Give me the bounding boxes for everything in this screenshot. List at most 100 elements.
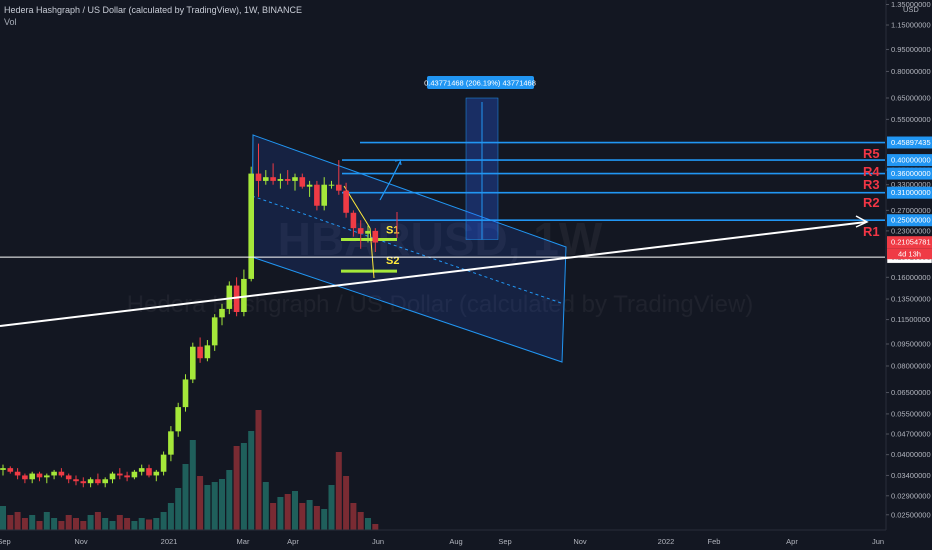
volume-bar xyxy=(80,521,87,530)
level-label: R2 xyxy=(863,195,880,210)
x-tick-label: Feb xyxy=(708,537,721,546)
volume-bar xyxy=(335,452,342,530)
x-tick-label: Mar xyxy=(237,537,250,546)
x-tick-label: Apr xyxy=(786,537,798,546)
volume-bar xyxy=(313,506,320,530)
level-label: R3 xyxy=(863,177,880,192)
candle-body xyxy=(87,479,94,484)
candle-body xyxy=(146,468,152,476)
y-tick-label: 0.09500000 xyxy=(891,340,931,349)
y-tick-label: 0.23000000 xyxy=(891,226,931,235)
candle-body xyxy=(80,481,87,484)
volume-bar xyxy=(182,464,189,530)
price-tag-label: 0.25000000 xyxy=(891,216,931,225)
candle-body xyxy=(73,479,79,482)
y-tick-label: 1.35000000 xyxy=(891,0,931,9)
candle-body xyxy=(109,473,116,480)
projection-label-bg xyxy=(427,76,534,89)
volume-bar xyxy=(306,500,313,530)
candle-body xyxy=(175,407,181,432)
volume-bar xyxy=(29,515,36,530)
projection-label: 0.43771468 (206.19%) 43771468 xyxy=(424,79,536,88)
candle-body xyxy=(343,190,349,213)
y-tick-label: 0.04700000 xyxy=(891,430,931,439)
watermark-symbol: HBARUSD, 1W xyxy=(278,213,603,265)
volume-bar xyxy=(14,512,21,530)
support-label: S2 xyxy=(386,255,399,267)
volume-bar xyxy=(131,521,138,530)
projection-arrow xyxy=(369,227,375,279)
volume-bar xyxy=(372,524,379,530)
trendline-arrow xyxy=(855,215,869,228)
volume-bar xyxy=(240,443,247,530)
x-tick-label: Nov xyxy=(573,537,587,546)
candle-body xyxy=(182,379,189,408)
price-tag-label: 0.21054781 xyxy=(891,238,931,247)
price-tag xyxy=(887,236,932,249)
volume-bar xyxy=(58,521,65,530)
x-tick-label: Aug xyxy=(449,537,462,546)
level-label: R4 xyxy=(863,164,880,179)
candle-body xyxy=(314,184,320,206)
y-tick-label: 0.13500000 xyxy=(891,295,931,304)
y-tick-label: 0.80000000 xyxy=(891,67,931,76)
volume-bar xyxy=(102,518,109,530)
y-tick-label: 0.02900000 xyxy=(891,491,931,500)
candle-body xyxy=(248,173,254,279)
x-tick-label: Nov xyxy=(74,537,88,546)
candle-body xyxy=(277,179,284,181)
volume-bar xyxy=(43,512,50,530)
volume-bar xyxy=(94,512,101,530)
support-label: S1 xyxy=(386,225,399,237)
candle-body xyxy=(44,475,50,478)
x-tick-label: 2021 xyxy=(161,537,178,546)
y-tick-label: 0.11500000 xyxy=(891,315,930,324)
y-tick-label: 0.55000000 xyxy=(891,115,931,124)
candle-body xyxy=(255,173,262,181)
volume-bar xyxy=(87,515,94,530)
x-tick-label: Apr xyxy=(287,537,299,546)
volume-label[interactable]: Vol xyxy=(4,17,17,27)
y-tick-label: 0.65000000 xyxy=(891,94,931,103)
channel-midline xyxy=(251,195,565,305)
candle-body xyxy=(102,479,108,484)
volume-bar xyxy=(292,491,298,530)
symbol-title[interactable]: Hedera Hashgraph / US Dollar (calculated… xyxy=(4,5,302,15)
countdown-label: 4d 13h xyxy=(898,250,921,259)
volume-bar xyxy=(350,503,357,530)
volume-bar xyxy=(153,518,160,530)
x-tick-label: Sep xyxy=(498,537,511,546)
price-tag xyxy=(887,214,932,227)
volume-bar xyxy=(248,431,255,530)
y-tick-label: 0.16000000 xyxy=(891,273,931,282)
projection-arrow xyxy=(379,161,401,201)
candle-body xyxy=(22,475,28,480)
y-tick-label: 0.03400000 xyxy=(891,471,931,480)
candle-body xyxy=(190,346,196,380)
candle-body xyxy=(328,184,335,186)
y-tick-label: 0.27000000 xyxy=(891,206,931,215)
volume-bar xyxy=(365,518,371,530)
candle-body xyxy=(357,228,364,234)
candle-body xyxy=(336,184,342,191)
level-label: R1 xyxy=(863,224,880,239)
volume-bar xyxy=(233,446,240,530)
candle-body xyxy=(0,468,6,470)
candle-body xyxy=(65,475,72,480)
candle-body xyxy=(226,285,233,309)
candle-body xyxy=(14,471,21,476)
level-label: R5 xyxy=(863,146,880,161)
candle-body xyxy=(168,431,174,455)
volume-bar xyxy=(226,470,233,530)
candle-body xyxy=(197,346,203,359)
x-tick-label: Jun xyxy=(872,537,884,546)
price-unit-label: USD xyxy=(903,5,919,14)
candle-body xyxy=(292,177,298,181)
volume-bar xyxy=(255,410,262,530)
candle-body xyxy=(36,473,43,478)
volume-bar xyxy=(262,482,269,530)
volume-bar xyxy=(116,515,123,530)
candle-body xyxy=(219,308,225,318)
volume-bar xyxy=(36,521,43,530)
